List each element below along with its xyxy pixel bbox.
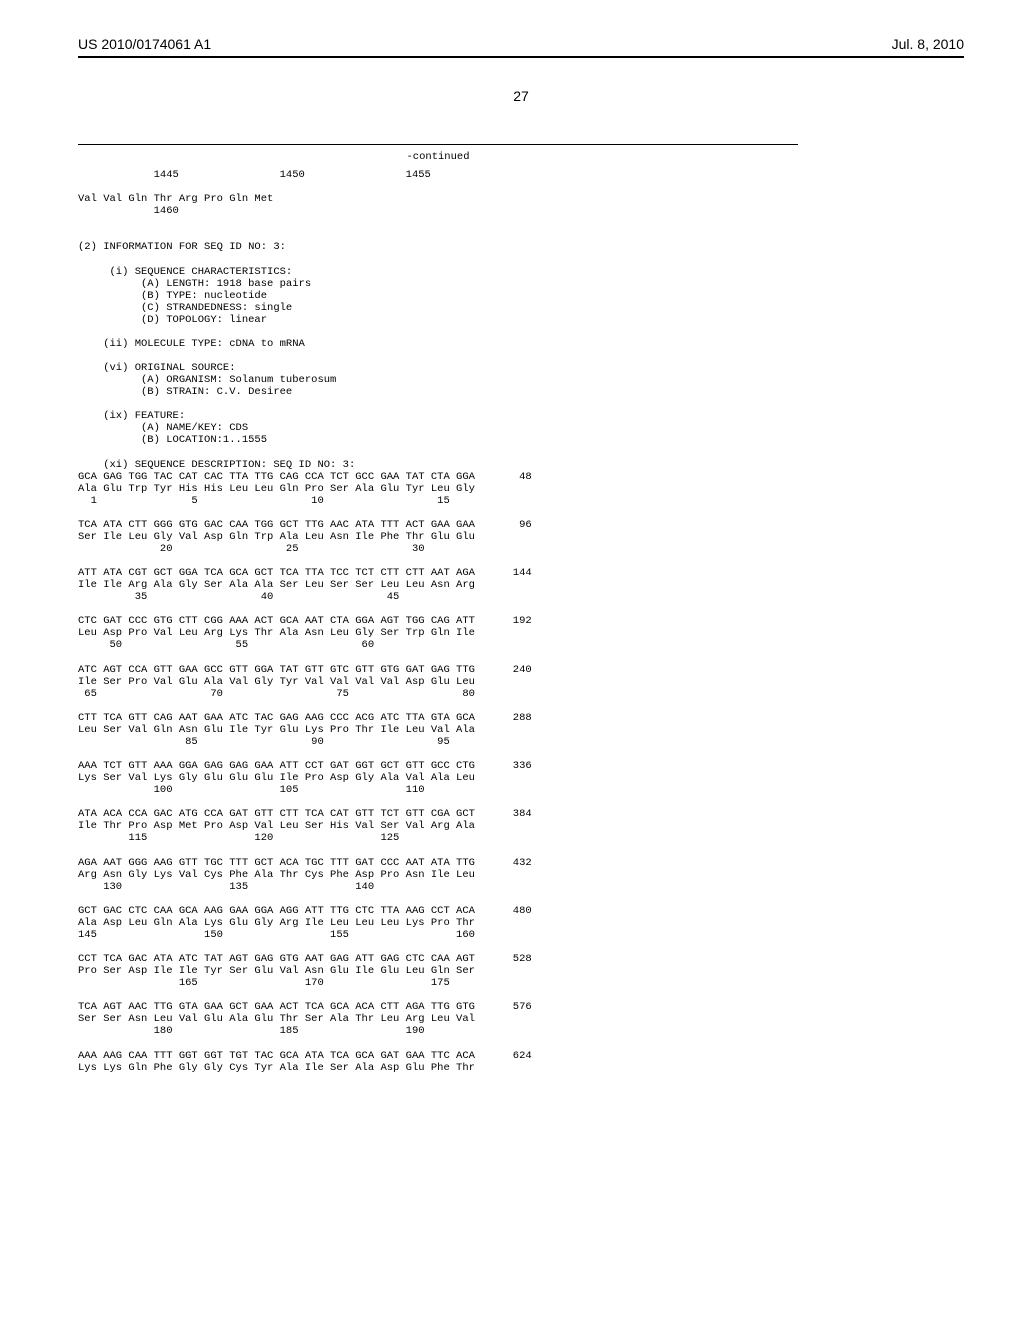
sequence-block: AAA TCT GTT AAA GGA GAG GAG GAA ATT CCT … bbox=[78, 760, 964, 808]
page-number: 27 bbox=[78, 88, 964, 104]
header-left: US 2010/0174061 A1 bbox=[78, 36, 211, 52]
sequence-block: ATA ACA CCA GAC ATG CCA GAT GTT CTT TCA … bbox=[78, 808, 964, 856]
sequence-block: AAA AAG CAA TTT GGT GGT TGT TAC GCA ATA … bbox=[78, 1050, 964, 1086]
content-rule-top bbox=[78, 144, 798, 145]
sequence-block: GCT GAC CTC CAA GCA AAG GAA GGA AGG ATT … bbox=[78, 905, 964, 953]
header-rule bbox=[78, 56, 964, 58]
sequence-block: AGA AAT GGG AAG GTT TGC TTT GCT ACA TGC … bbox=[78, 857, 964, 905]
sequence-block: TCA ATA CTT GGG GTG GAC CAA TGG GCT TTG … bbox=[78, 519, 964, 567]
page-header: US 2010/0174061 A1 Jul. 8, 2010 bbox=[78, 36, 964, 52]
sequence-preamble: 1445 1450 1455 Val Val Gln Thr Arg Pro G… bbox=[78, 169, 964, 471]
sequence-block: GCA GAG TGG TAC CAT CAC TTA TTG CAG CCA … bbox=[78, 471, 964, 519]
continued-label: -continued bbox=[78, 151, 798, 163]
sequence-blocks: GCA GAG TGG TAC CAT CAC TTA TTG CAG CCA … bbox=[78, 471, 964, 1086]
sequence-block: CCT TCA GAC ATA ATC TAT AGT GAG GTG AAT … bbox=[78, 953, 964, 1001]
sequence-block: CTC GAT CCC GTG CTT CGG AAA ACT GCA AAT … bbox=[78, 615, 964, 663]
sequence-block: CTT TCA GTT CAG AAT GAA ATC TAC GAG AAG … bbox=[78, 712, 964, 760]
header-right: Jul. 8, 2010 bbox=[892, 36, 964, 52]
sequence-block: ATC AGT CCA GTT GAA GCC GTT GGA TAT GTT … bbox=[78, 664, 964, 712]
sequence-block: ATT ATA CGT GCT GGA TCA GCA GCT TCA TTA … bbox=[78, 567, 964, 615]
sequence-block: TCA AGT AAC TTG GTA GAA GCT GAA ACT TCA … bbox=[78, 1001, 964, 1049]
